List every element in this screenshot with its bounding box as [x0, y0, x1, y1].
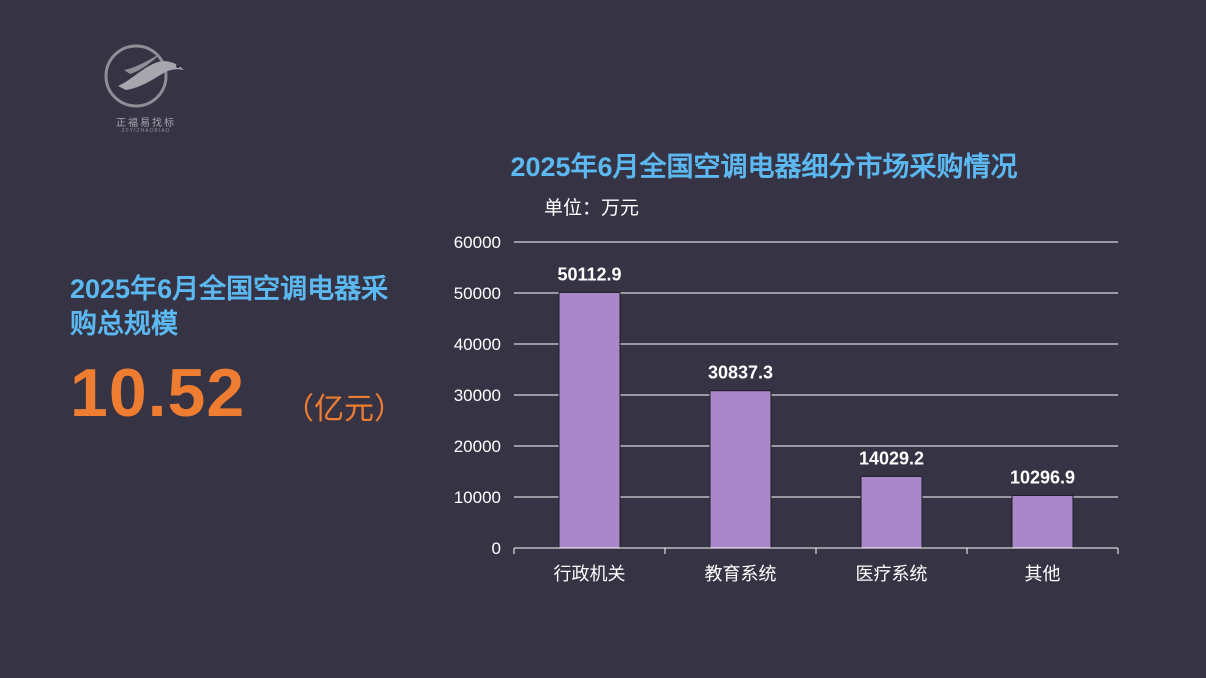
bar-3 [1011, 494, 1074, 549]
y-tick-label: 30000 [454, 386, 501, 405]
y-tick-label: 0 [492, 539, 501, 558]
summary-title: 2025年6月全国空调电器采购总规模 [70, 274, 389, 339]
bar-2 [860, 475, 923, 549]
logo-subtitle: ZFYIZHAOBIAO [121, 128, 171, 134]
data-labels: 50112.9 30837.3 14029.2 10296.9 [557, 264, 1075, 487]
category-label: 医疗系统 [856, 564, 928, 584]
bar-1 [709, 390, 772, 549]
y-tick-label: 20000 [454, 437, 501, 456]
y-tick-label: 10000 [454, 488, 501, 507]
category-label: 行政机关 [554, 564, 626, 584]
eagle-logo-icon [104, 44, 184, 108]
data-label: 30837.3 [708, 363, 773, 383]
logo: 正福易找标 ZFYIZHAOBIAO [96, 40, 196, 140]
summary-unit: （亿元） [284, 393, 404, 426]
summary-value: 10.52 [70, 355, 246, 431]
category-label: 其他 [1025, 564, 1061, 584]
y-axis: 0 10000 20000 30000 40000 50000 60000 [454, 233, 501, 558]
y-tick-label: 40000 [454, 335, 501, 354]
x-axis: 行政机关 教育系统 医疗系统 其他 [513, 547, 1119, 584]
bars [558, 291, 1074, 549]
data-label: 50112.9 [557, 264, 621, 284]
y-tick-label: 50000 [454, 284, 501, 303]
data-label: 10296.9 [1010, 467, 1075, 487]
y-tick-label: 60000 [454, 233, 501, 252]
chart-unit-label: 单位：万元 [544, 198, 640, 219]
data-label: 14029.2 [859, 448, 924, 468]
logo-name: 正福易找标 [116, 118, 176, 129]
bar-0 [558, 291, 621, 549]
chart-title: 2025年6月全国空调电器细分市场采购情况 [510, 152, 1018, 182]
category-label: 教育系统 [705, 564, 777, 584]
